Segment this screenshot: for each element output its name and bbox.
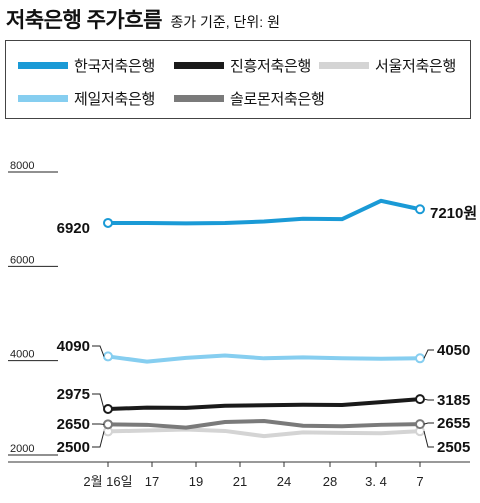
legend-item-jeil: 제일저축은행 [18, 88, 155, 109]
series-line [106, 198, 422, 226]
series-endpoint-marker [103, 404, 113, 415]
legend-label: 솔로몬저축은행 [230, 91, 325, 108]
end-value-label: 2505 [437, 439, 470, 456]
legend-swatch [18, 95, 68, 102]
legend-label: 제일저축은행 [74, 91, 156, 108]
chart-title: 저축은행 주가흐름 [6, 9, 162, 32]
series-endpoint-marker [103, 419, 113, 430]
series-line [106, 353, 422, 364]
series-line [106, 419, 422, 430]
x-tick-label: 3. 4 [365, 474, 387, 489]
start-value-label: 6920 [57, 220, 90, 237]
legend-item-hanguk: 한국저축은행 [18, 55, 155, 76]
x-tick-label: 28 [323, 474, 337, 489]
value-leader-line [92, 393, 105, 410]
chart-title-block: 저축은행 주가흐름 종가 기준, 단위: 원 [6, 4, 280, 34]
value-leader-line [92, 431, 105, 448]
legend-swatch [319, 62, 369, 69]
legend-item-jinheung: 진흥저축은행 [174, 55, 311, 76]
legend-label: 한국저축은행 [74, 58, 156, 75]
value-leader-line [423, 422, 434, 425]
series-endpoint-marker [415, 419, 425, 430]
series-endpoint-marker [415, 394, 425, 405]
end-value-label: 3185 [437, 392, 470, 409]
y-tick-label: 6000 [10, 254, 34, 266]
legend-swatch [174, 62, 224, 69]
series-line [106, 427, 422, 439]
value-leader-line [423, 349, 434, 359]
end-value-label: 2655 [437, 415, 470, 432]
series-endpoint-marker [415, 204, 425, 215]
x-tick-label: 17 [145, 474, 159, 489]
series-endpoint-marker [103, 351, 113, 362]
legend-item-seoul: 서울저축은행 [319, 55, 456, 76]
start-value-label: 2975 [57, 386, 90, 403]
legend-item-solomon: 솔로몬저축은행 [174, 88, 325, 109]
x-tick-label: 24 [277, 474, 291, 489]
series-endpoint-marker [103, 217, 113, 228]
y-tick-label: 2000 [10, 443, 34, 455]
chart-subtitle: 종가 기준, 단위: 원 [170, 14, 280, 30]
value-leader-line [423, 431, 434, 448]
value-leader-line [423, 398, 434, 401]
series-endpoint-marker [415, 353, 425, 364]
legend-label: 진흥저축은행 [230, 58, 312, 75]
legend-swatch [174, 95, 224, 102]
series-line [106, 397, 422, 412]
x-tick-label: 21 [233, 474, 247, 489]
x-tick-label: 2월 16일 [83, 474, 132, 489]
legend-swatch [18, 62, 68, 69]
x-tick-label: 19 [189, 474, 203, 489]
legend: 한국저축은행 진흥저축은행 서울저축은행 제일저축은행 솔로몬저축은행 [5, 40, 471, 119]
y-tick-label: 4000 [10, 349, 34, 361]
start-value-label: 2500 [57, 439, 90, 456]
x-tick-label: 7 [416, 474, 423, 489]
end-value-label: 7210원 [430, 205, 477, 222]
start-value-label: 2650 [57, 416, 90, 433]
start-value-label: 4090 [57, 338, 90, 355]
value-leader-line [92, 345, 105, 357]
y-tick-label: 8000 [10, 160, 34, 172]
legend-label: 서울저축은행 [375, 58, 457, 75]
end-value-label: 4050 [437, 342, 470, 359]
